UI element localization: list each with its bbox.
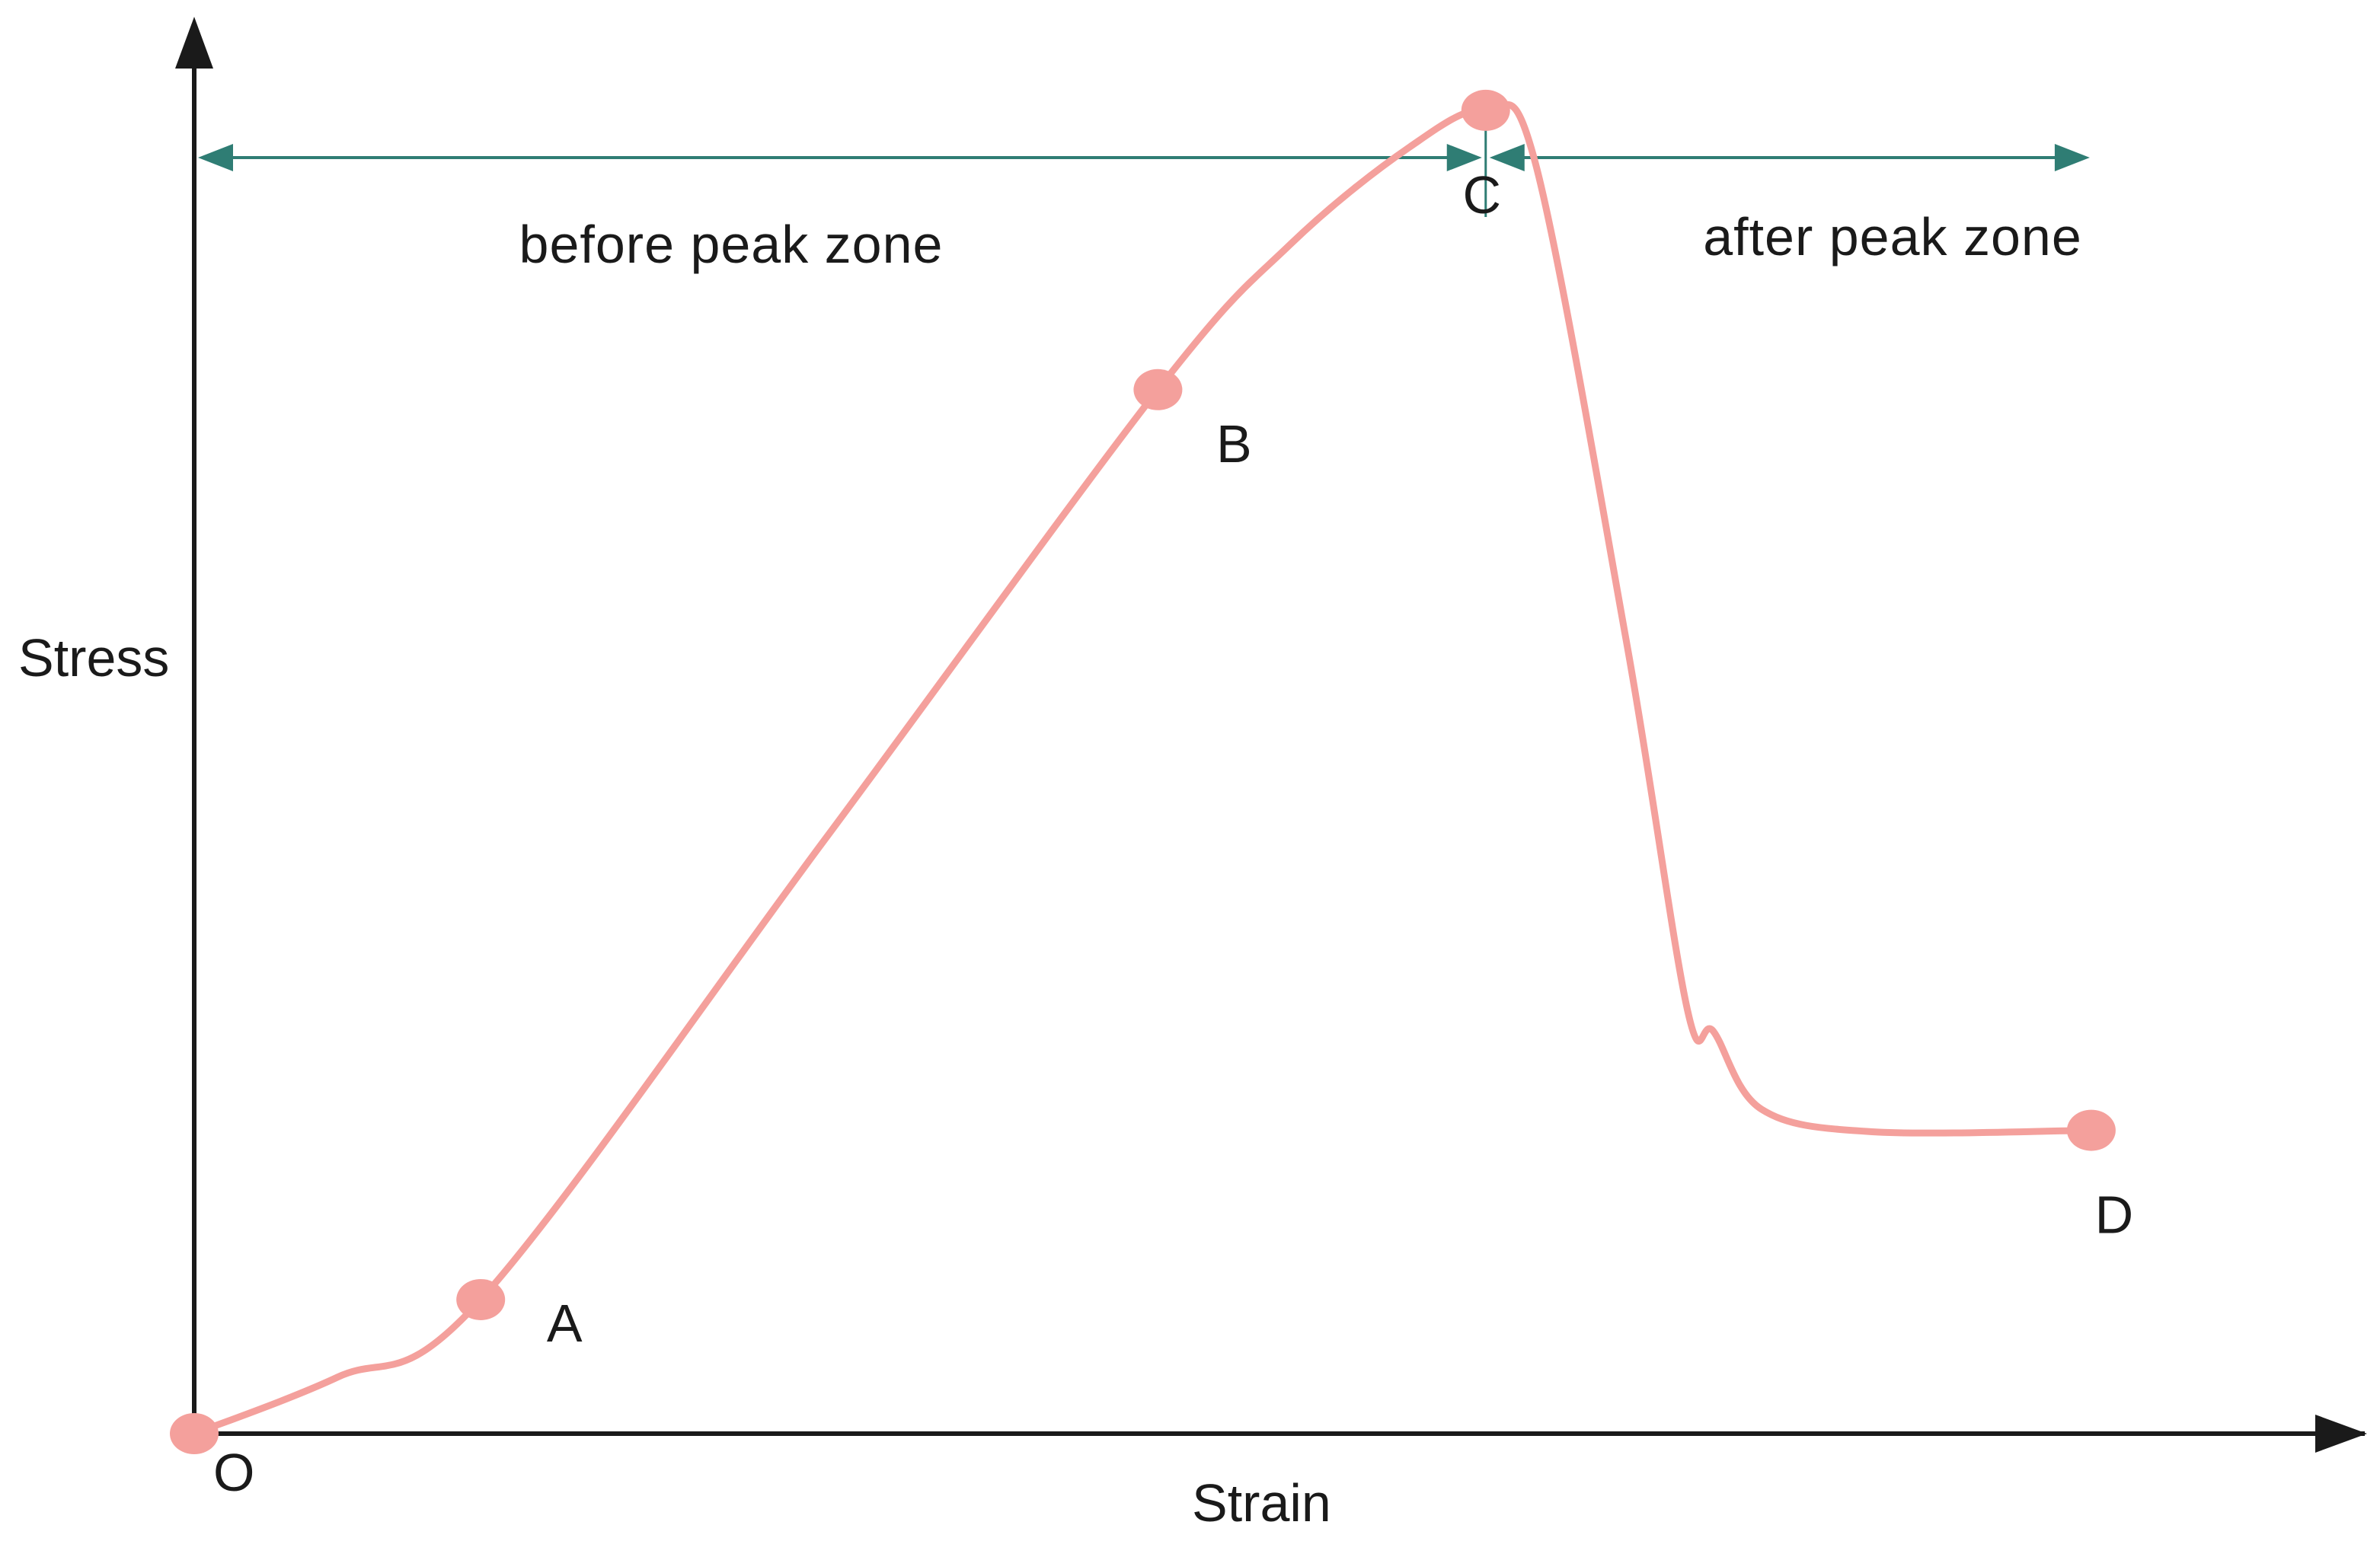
stress-strain-curve (190, 100, 2095, 1437)
y-axis-arrowhead (175, 17, 213, 69)
point-d (2066, 1109, 2116, 1151)
zone-label-1: before peak zone (519, 215, 944, 274)
point-label-c: C (1462, 165, 1501, 225)
point-label-d: D (2095, 1185, 2134, 1245)
zone-arrowhead-left-2 (1489, 144, 1525, 171)
x-axis-title: Strain (1192, 1473, 1331, 1533)
zone-annotations: before peak zone after peak zone (198, 107, 2090, 274)
curve-points (170, 89, 2116, 1454)
point-a (456, 1278, 506, 1320)
point-label-a: A (547, 1294, 583, 1353)
point-c (1461, 89, 1510, 131)
point-b (1133, 368, 1183, 410)
zone-arrowhead-right-1 (1446, 144, 1482, 171)
y-axis-title: Stress (18, 628, 169, 688)
zone-label-2: after peak zone (1703, 207, 2082, 266)
x-axis-arrowhead (2315, 1415, 2367, 1453)
curve-point-labels: A B C D (547, 165, 2133, 1353)
zone-arrowhead-right-2 (2054, 144, 2090, 171)
point-label-b: B (1216, 414, 1252, 474)
origin-label: O (213, 1443, 254, 1502)
zone-arrowhead-left-1 (198, 144, 233, 171)
point-o (170, 1413, 219, 1454)
